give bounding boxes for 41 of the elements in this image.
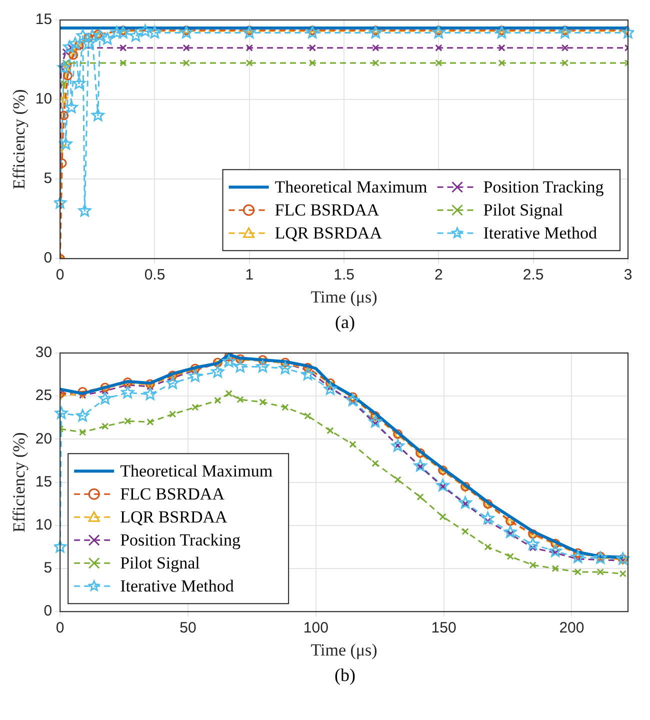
legend-label: LQR BSRDAA — [274, 224, 383, 243]
x-tick-label: 200 — [559, 620, 584, 637]
legend-label: FLC BSRDAA — [274, 200, 380, 220]
y-tick-label: 10 — [35, 516, 52, 534]
y-tick-label: 5 — [44, 170, 52, 188]
y-tick-label: 15 — [35, 11, 52, 28]
x-tick-label: 100 — [303, 620, 328, 637]
x-tick-label: 50 — [180, 620, 196, 637]
x-tick-label: 150 — [431, 620, 456, 637]
legend-label: FLC BSRDAA — [120, 484, 226, 504]
x-tick-label: 0 — [56, 266, 64, 284]
y-tick-label: 25 — [35, 387, 52, 404]
x-tick-label: 2.5 — [522, 266, 544, 284]
x-tick-label: 0 — [56, 620, 64, 637]
y-tick-label: 15 — [35, 473, 52, 490]
x-axis-title: Time (μs) — [310, 640, 378, 660]
legend-label: Position Tracking — [483, 178, 604, 197]
legend-label: Theoretical Maximum — [274, 178, 428, 197]
legend-label: Position Tracking — [120, 530, 242, 550]
y-tick-label: 20 — [35, 430, 52, 448]
x-tick-label: 0.5 — [144, 266, 166, 284]
y-tick-label: 0 — [44, 250, 52, 267]
x-axis-title: Time (μs) — [310, 287, 378, 306]
x-tick-label: 3 — [624, 266, 632, 284]
x-tick-label: 1.5 — [334, 266, 354, 284]
text: (b) — [334, 665, 356, 686]
legend-label: Theoretical Maximum — [120, 462, 273, 481]
legend-label: LQR BSRDAA — [120, 508, 228, 527]
y-tick-label: 30 — [35, 344, 52, 362]
legend-label: Iterative Method — [483, 224, 598, 243]
y-tick-label: 10 — [35, 90, 52, 108]
y-tick-label: 0 — [44, 602, 52, 620]
y-tick-label: 5 — [44, 560, 52, 577]
x-tick-label: 2 — [434, 266, 443, 284]
y-axis-title: Efficiency (%) — [10, 432, 29, 532]
legend-label: Pilot Signal — [120, 554, 200, 573]
y-axis-title: Efficiency (%) — [10, 89, 29, 190]
text: (a) — [334, 312, 356, 333]
legend-label: Pilot Signal — [483, 200, 564, 220]
x-tick-label: 1 — [245, 266, 254, 284]
legend-label: Iterative Method — [120, 576, 234, 596]
